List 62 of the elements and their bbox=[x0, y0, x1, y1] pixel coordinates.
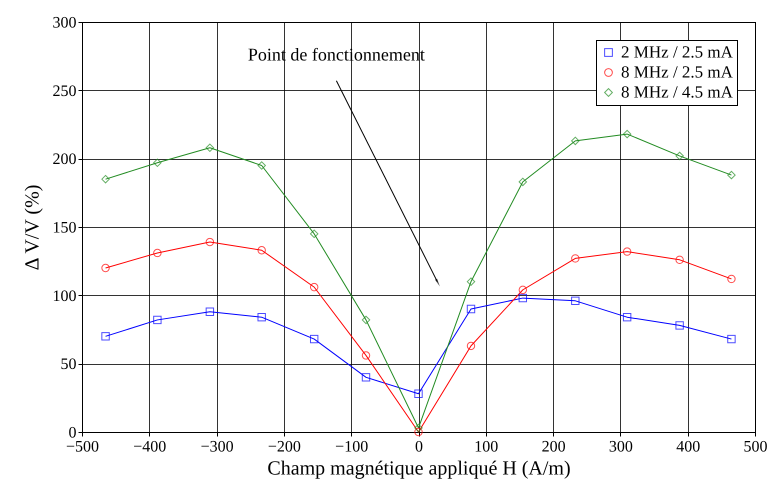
point bbox=[101, 264, 110, 272]
point bbox=[622, 247, 632, 256]
point bbox=[622, 312, 632, 322]
point bbox=[622, 130, 632, 138]
point bbox=[101, 332, 110, 341]
point bbox=[257, 161, 266, 170]
point bbox=[362, 351, 370, 360]
point bbox=[310, 230, 318, 238]
x-tick-label: −400 bbox=[133, 438, 166, 456]
point bbox=[414, 428, 423, 436]
x-tick-label: −100 bbox=[335, 438, 368, 456]
point bbox=[310, 334, 318, 344]
x-tick-label: −500 bbox=[66, 438, 100, 456]
point bbox=[414, 424, 423, 432]
point bbox=[675, 152, 684, 160]
x-tick-label: 300 bbox=[608, 438, 633, 456]
point bbox=[727, 170, 736, 180]
point bbox=[571, 254, 580, 263]
point bbox=[153, 158, 162, 167]
point bbox=[257, 312, 266, 322]
x-axis-title: Champ magnétique appliqué H (A/m) bbox=[267, 458, 571, 480]
point bbox=[257, 246, 266, 254]
point bbox=[466, 342, 476, 350]
y-tick-label: 150 bbox=[52, 220, 76, 236]
point bbox=[414, 390, 423, 398]
point bbox=[675, 256, 684, 264]
point bbox=[727, 274, 736, 284]
point bbox=[466, 304, 476, 314]
point bbox=[518, 286, 528, 294]
point bbox=[362, 316, 370, 324]
y-tick-label: 200 bbox=[52, 151, 76, 168]
y-tick-label: 50 bbox=[60, 356, 76, 374]
y-tick-label: 300 bbox=[52, 14, 76, 32]
point bbox=[310, 282, 318, 292]
x-tick-label: 0 bbox=[415, 438, 423, 456]
point bbox=[153, 316, 162, 324]
y-tick-label: 250 bbox=[52, 82, 76, 100]
y-tick-label: 100 bbox=[52, 288, 76, 305]
x-tick-label: 400 bbox=[676, 438, 700, 456]
point bbox=[153, 248, 162, 258]
point bbox=[101, 174, 110, 184]
x-tick-label: 100 bbox=[474, 438, 498, 456]
point bbox=[675, 321, 684, 330]
point bbox=[518, 178, 528, 186]
point bbox=[362, 373, 370, 382]
x-tick-label: 200 bbox=[542, 438, 566, 456]
x-tick-label: 500 bbox=[744, 438, 768, 456]
legend-label: 8 MHz / 4.5 mA bbox=[621, 82, 734, 102]
point bbox=[571, 136, 580, 146]
point bbox=[518, 294, 528, 302]
y-axis-title: Δ V/V (%) bbox=[22, 184, 44, 270]
x-tick-label: −300 bbox=[200, 438, 234, 456]
point bbox=[206, 144, 214, 152]
point bbox=[206, 308, 214, 316]
y-tick-label: 0 bbox=[68, 424, 76, 442]
point bbox=[466, 277, 476, 286]
point bbox=[206, 238, 214, 246]
x-tick-label: −200 bbox=[268, 438, 301, 456]
legend-label: 2 MHz / 2.5 mA bbox=[621, 42, 734, 62]
legend-label: 8 MHz / 2.5 mA bbox=[621, 62, 734, 82]
point bbox=[727, 334, 736, 344]
point bbox=[571, 296, 580, 306]
